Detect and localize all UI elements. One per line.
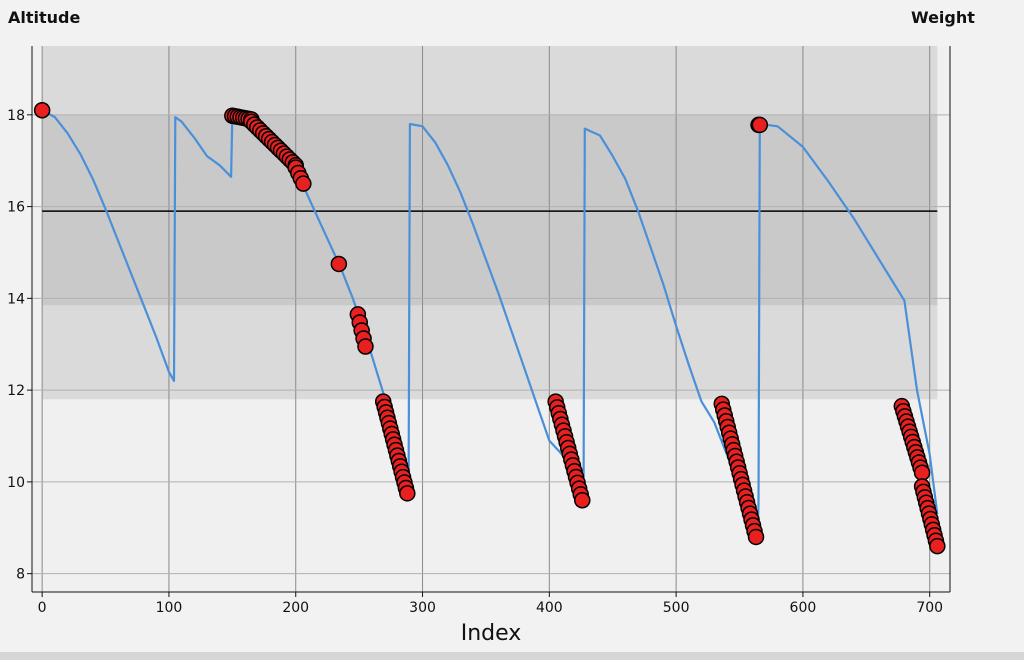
scatter-cross-mark bbox=[917, 467, 928, 478]
y-tick-label: 14 bbox=[7, 291, 25, 307]
scatter-cross-mark bbox=[333, 259, 344, 269]
scatter-cross-mark bbox=[298, 178, 309, 189]
scatter-cross-mark bbox=[577, 495, 588, 506]
scatter-cross-mark bbox=[932, 541, 943, 552]
scatter-cross-mark bbox=[402, 488, 413, 499]
scatter-cross-mark bbox=[754, 120, 765, 130]
scatter-cross-mark bbox=[37, 105, 48, 116]
y-tick-label: 8 bbox=[16, 567, 25, 583]
x-tick-label: 100 bbox=[156, 600, 183, 616]
scatter-points bbox=[33, 101, 946, 555]
x-tick-label: 700 bbox=[916, 600, 943, 616]
scatter-cross-mark bbox=[751, 532, 761, 542]
y-tick-label: 10 bbox=[7, 475, 25, 491]
right-panel-title: Weight bbox=[911, 8, 975, 27]
x-tick-label: 0 bbox=[38, 600, 47, 616]
shaded-bands bbox=[42, 46, 938, 400]
x-tick-label: 300 bbox=[409, 600, 436, 616]
grid-lines bbox=[32, 46, 950, 592]
x-tick-label: 200 bbox=[282, 600, 309, 616]
shaded-band-1 bbox=[42, 114, 938, 306]
x-tick-label: 500 bbox=[663, 600, 690, 616]
x-tick-labels: 0 100 200 300 400 500 600 700 bbox=[38, 600, 943, 616]
left-panel-title: Altitude bbox=[8, 8, 81, 27]
x-axis-title: Index bbox=[461, 621, 522, 646]
bottom-scrollbar[interactable] bbox=[0, 652, 1024, 660]
y-tick-labels: 8 10 12 14 16 18 bbox=[7, 108, 25, 583]
scatter-cross-mark bbox=[360, 341, 371, 352]
x-tick-label: 400 bbox=[536, 600, 563, 616]
y-tick-label: 18 bbox=[7, 108, 25, 124]
y-tick-label: 16 bbox=[7, 200, 25, 216]
y-tick-label: 12 bbox=[7, 383, 25, 399]
axes bbox=[27, 46, 951, 597]
x-tick-label: 600 bbox=[790, 600, 817, 616]
